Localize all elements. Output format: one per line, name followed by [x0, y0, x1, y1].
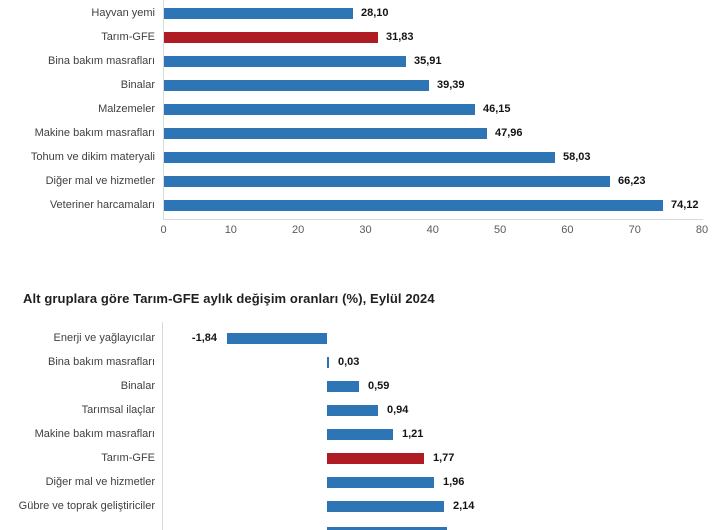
value-label: 1,21 [402, 428, 424, 440]
bar [327, 405, 378, 416]
value-label: 0,03 [338, 356, 360, 368]
x-axis-tick-label: 10 [224, 224, 237, 236]
chart-title: Alt gruplara göre Tarım-GFE aylık değişi… [23, 291, 435, 306]
bar [327, 501, 444, 512]
bar [164, 200, 663, 211]
x-axis-line-top-chart [163, 219, 703, 220]
bar-row: Tohum ve dikim materyali 58,03 [0, 145, 720, 169]
value-label: 2,14 [453, 500, 475, 512]
category-label: Makine bakım masrafları [34, 428, 155, 440]
bar-row: Tarım-GFE 31,83 [0, 25, 720, 49]
bar [327, 357, 329, 368]
bar [164, 128, 487, 139]
x-axis-tick-label: 80 [695, 224, 709, 236]
bar-row: Binalar 0,59 [0, 374, 720, 398]
category-label: Enerji ve yağlayıcılar [53, 332, 156, 344]
category-label: Hayvan yemi [91, 7, 155, 19]
bar [327, 477, 434, 488]
category-label: Veteriner harcamaları [49, 199, 155, 211]
x-axis-tick-label: 50 [493, 224, 507, 236]
category-label: Tarım-GFE [101, 452, 155, 464]
bar [327, 381, 359, 392]
bar-row: Bina bakım masrafları 35,91 [0, 49, 720, 73]
bar-row: Makine bakım masrafları 1,21 [0, 422, 720, 446]
x-axis-tick-label: 30 [359, 224, 372, 236]
bar-row: Diğer mal ve hizmetler 66,23 [0, 169, 720, 193]
bar [164, 152, 555, 163]
bar [327, 429, 393, 440]
value-label: 39,39 [437, 79, 465, 91]
bar [164, 80, 429, 91]
bar-row: Tarım-GFE 1,77 [0, 446, 720, 470]
x-axis-tick-label: 70 [628, 224, 641, 236]
bar-row: Malzemeler 46,15 [0, 97, 720, 121]
highlight-bar [327, 453, 424, 464]
value-label: 0,94 [387, 404, 409, 416]
category-label: Bina bakım masrafları [48, 55, 155, 67]
x-axis-tick-label: 20 [292, 224, 305, 236]
category-label: Tohum ve dikim materyali [30, 151, 155, 163]
x-axis-tick-label: 60 [561, 224, 574, 236]
value-label: 31,83 [386, 31, 414, 43]
category-label: Diğer mal ve hizmetler [45, 476, 155, 488]
bar [164, 56, 406, 67]
category-label: Diğer mal ve hizmetler [45, 175, 155, 187]
value-label: 46,15 [483, 103, 511, 115]
cropped-bar [327, 527, 447, 530]
bar-row: Makine bakım masrafları 47,96 [0, 121, 720, 145]
bar-row: Bina bakım masrafları 0,03 [0, 350, 720, 374]
bar-row: Veteriner harcamaları 74,12 [0, 193, 720, 217]
bar-row: Hayvan yemi 28,10 [0, 1, 720, 25]
category-label: Gübre ve toprak geliştiriciler [18, 500, 155, 512]
value-label: 0,59 [368, 380, 390, 392]
bar [227, 333, 327, 344]
bar-row: Enerji ve yağlayıcılar -1,84 [0, 326, 720, 350]
value-label: 1,96 [443, 476, 465, 488]
bar-row: Tarımsal ilaçlar 0,94 [0, 398, 720, 422]
bar [164, 104, 475, 115]
value-label: -1,84 [191, 332, 217, 344]
value-label: 1,77 [433, 452, 455, 464]
category-label: Binalar [120, 380, 155, 392]
highlight-bar [164, 32, 378, 43]
bar-row: Diğer mal ve hizmetler 1,96 [0, 470, 720, 494]
value-label: 66,23 [618, 175, 646, 187]
category-label: Tarımsal ilaçlar [81, 404, 155, 416]
x-axis-tick-label: 0 [160, 224, 167, 236]
value-label: 58,03 [563, 151, 591, 163]
category-label: Binalar [120, 79, 155, 91]
bar [164, 176, 610, 187]
bar-row: Gübre ve toprak geliştiriciler 2,14 [0, 494, 720, 518]
value-label: 47,96 [495, 127, 523, 139]
value-label: 28,10 [361, 7, 389, 19]
value-label: 74,12 [671, 199, 699, 211]
category-label: Bina bakım masrafları [48, 356, 155, 368]
category-label: Malzemeler [98, 103, 155, 115]
y-axis-line-top-chart [163, 0, 164, 220]
bar-row: Binalar 39,39 [0, 73, 720, 97]
x-axis-tick-label: 40 [426, 224, 439, 236]
value-label: 35,91 [414, 55, 442, 67]
bar [164, 8, 353, 19]
category-label: Tarım-GFE [101, 31, 155, 43]
category-label: Makine bakım masrafları [34, 127, 155, 139]
plot-left-border-bottom-chart [162, 322, 163, 530]
